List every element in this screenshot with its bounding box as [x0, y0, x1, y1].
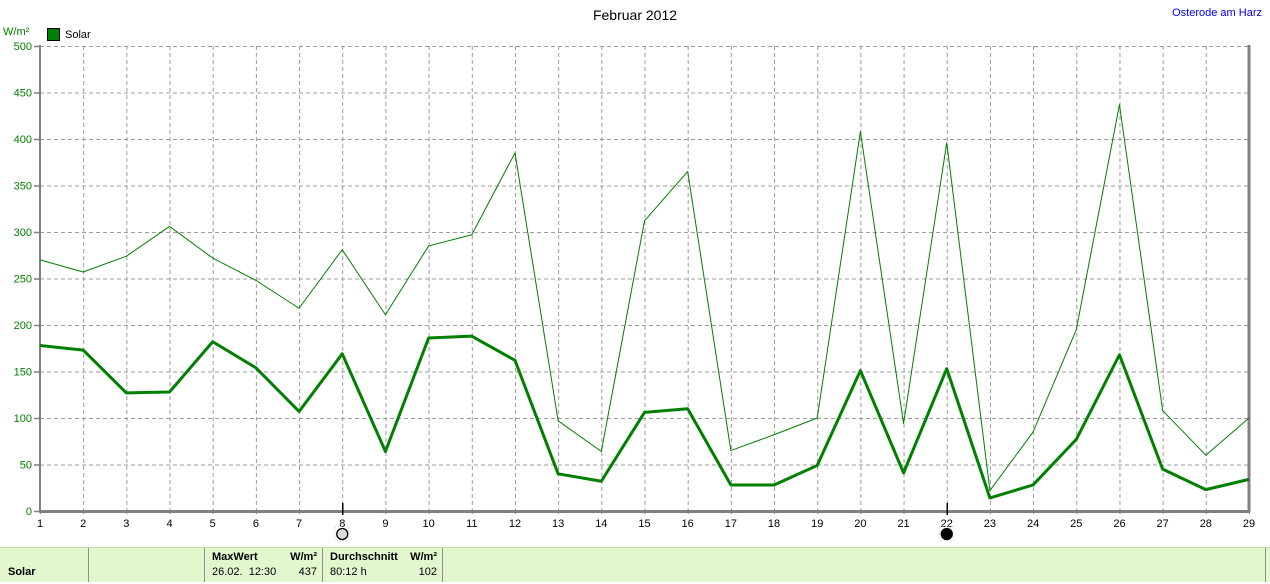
durchschnitt-duration: 80:12 h	[330, 566, 367, 578]
moon-marker-day-8	[334, 503, 350, 541]
legend-label: Solar	[65, 28, 91, 41]
svg-text:6: 6	[253, 518, 259, 530]
svg-text:15: 15	[638, 518, 650, 530]
durchschnitt-unit-header: W/m²	[410, 551, 437, 563]
svg-text:29: 29	[1243, 518, 1255, 530]
station-link[interactable]: Osterode am Harz	[1172, 7, 1262, 19]
svg-text:10: 10	[422, 518, 434, 530]
moon-marker-day-22	[938, 503, 954, 541]
svg-text:16: 16	[682, 518, 694, 530]
svg-text:20: 20	[854, 518, 866, 530]
svg-text:100: 100	[14, 413, 32, 425]
svg-text:14: 14	[595, 518, 607, 530]
svg-text:0: 0	[26, 506, 32, 518]
maxwert-unit-header: W/m²	[290, 551, 317, 563]
svg-text:300: 300	[14, 227, 32, 239]
svg-text:400: 400	[14, 134, 32, 146]
table-row-label: Solar	[8, 566, 36, 578]
svg-text:2: 2	[80, 518, 86, 530]
svg-text:9: 9	[382, 518, 388, 530]
svg-text:4: 4	[166, 518, 172, 530]
svg-text:21: 21	[897, 518, 909, 530]
svg-text:250: 250	[14, 274, 32, 286]
svg-text:24: 24	[1027, 518, 1039, 530]
svg-text:18: 18	[768, 518, 780, 530]
summary-table: Solar MaxWert W/m² 26.02. 12:30 437 Durc…	[0, 547, 1270, 582]
svg-text:13: 13	[552, 518, 564, 530]
svg-text:25: 25	[1070, 518, 1082, 530]
svg-text:350: 350	[14, 181, 32, 193]
table-empty-cell	[89, 548, 205, 582]
table-empty-cell	[1266, 548, 1270, 582]
y-axis-tick-labels: 0 50 100 150 200 250 300 350 400 450 500	[14, 41, 40, 518]
table-row-label-cell: Solar	[0, 548, 89, 582]
x-axis-tick-labels: 1 2 3 4 5 6 7 8 9 10 11 12 13 14 15 16 17 18 19 20 21 22 23 24 2…	[37, 511, 1255, 530]
svg-text:23: 23	[984, 518, 996, 530]
svg-text:150: 150	[14, 367, 32, 379]
table-durchschnitt-cell: Durchschnitt W/m² 80:12 h 102	[323, 548, 443, 582]
legend: Solar	[47, 28, 91, 41]
svg-text:28: 28	[1200, 518, 1212, 530]
svg-text:8: 8	[339, 518, 345, 530]
svg-text:27: 27	[1157, 518, 1169, 530]
svg-text:26: 26	[1113, 518, 1125, 530]
durchschnitt-header: Durchschnitt	[330, 551, 398, 563]
table-empty-cell	[443, 548, 1266, 582]
maxwert-datetime: 26.02. 12:30	[212, 566, 277, 578]
svg-text:22: 22	[941, 518, 953, 530]
svg-text:12: 12	[509, 518, 521, 530]
durchschnitt-value: 102	[418, 566, 437, 578]
svg-text:19: 19	[811, 518, 823, 530]
table-maxwert-cell: MaxWert W/m² 26.02. 12:30 437	[205, 548, 323, 582]
svg-text:17: 17	[725, 518, 737, 530]
y-axis-unit-label: W/m²	[3, 26, 30, 38]
svg-text:7: 7	[296, 518, 302, 530]
svg-text:200: 200	[14, 320, 32, 332]
svg-text:500: 500	[14, 41, 32, 53]
svg-text:1: 1	[37, 518, 43, 530]
solar-series-swatch	[47, 28, 60, 41]
solar-max-line	[39, 104, 1250, 492]
maxwert-value: 437	[298, 566, 317, 578]
svg-text:11: 11	[466, 518, 477, 530]
svg-text:50: 50	[20, 460, 32, 472]
chart-gridlines	[40, 46, 1250, 511]
svg-text:5: 5	[210, 518, 216, 530]
page-title: Februar 2012	[592, 7, 678, 23]
svg-text:450: 450	[14, 88, 32, 100]
solar-average-line	[39, 334, 1250, 500]
maxwert-header: MaxWert	[212, 551, 258, 563]
svg-text:3: 3	[123, 518, 129, 530]
